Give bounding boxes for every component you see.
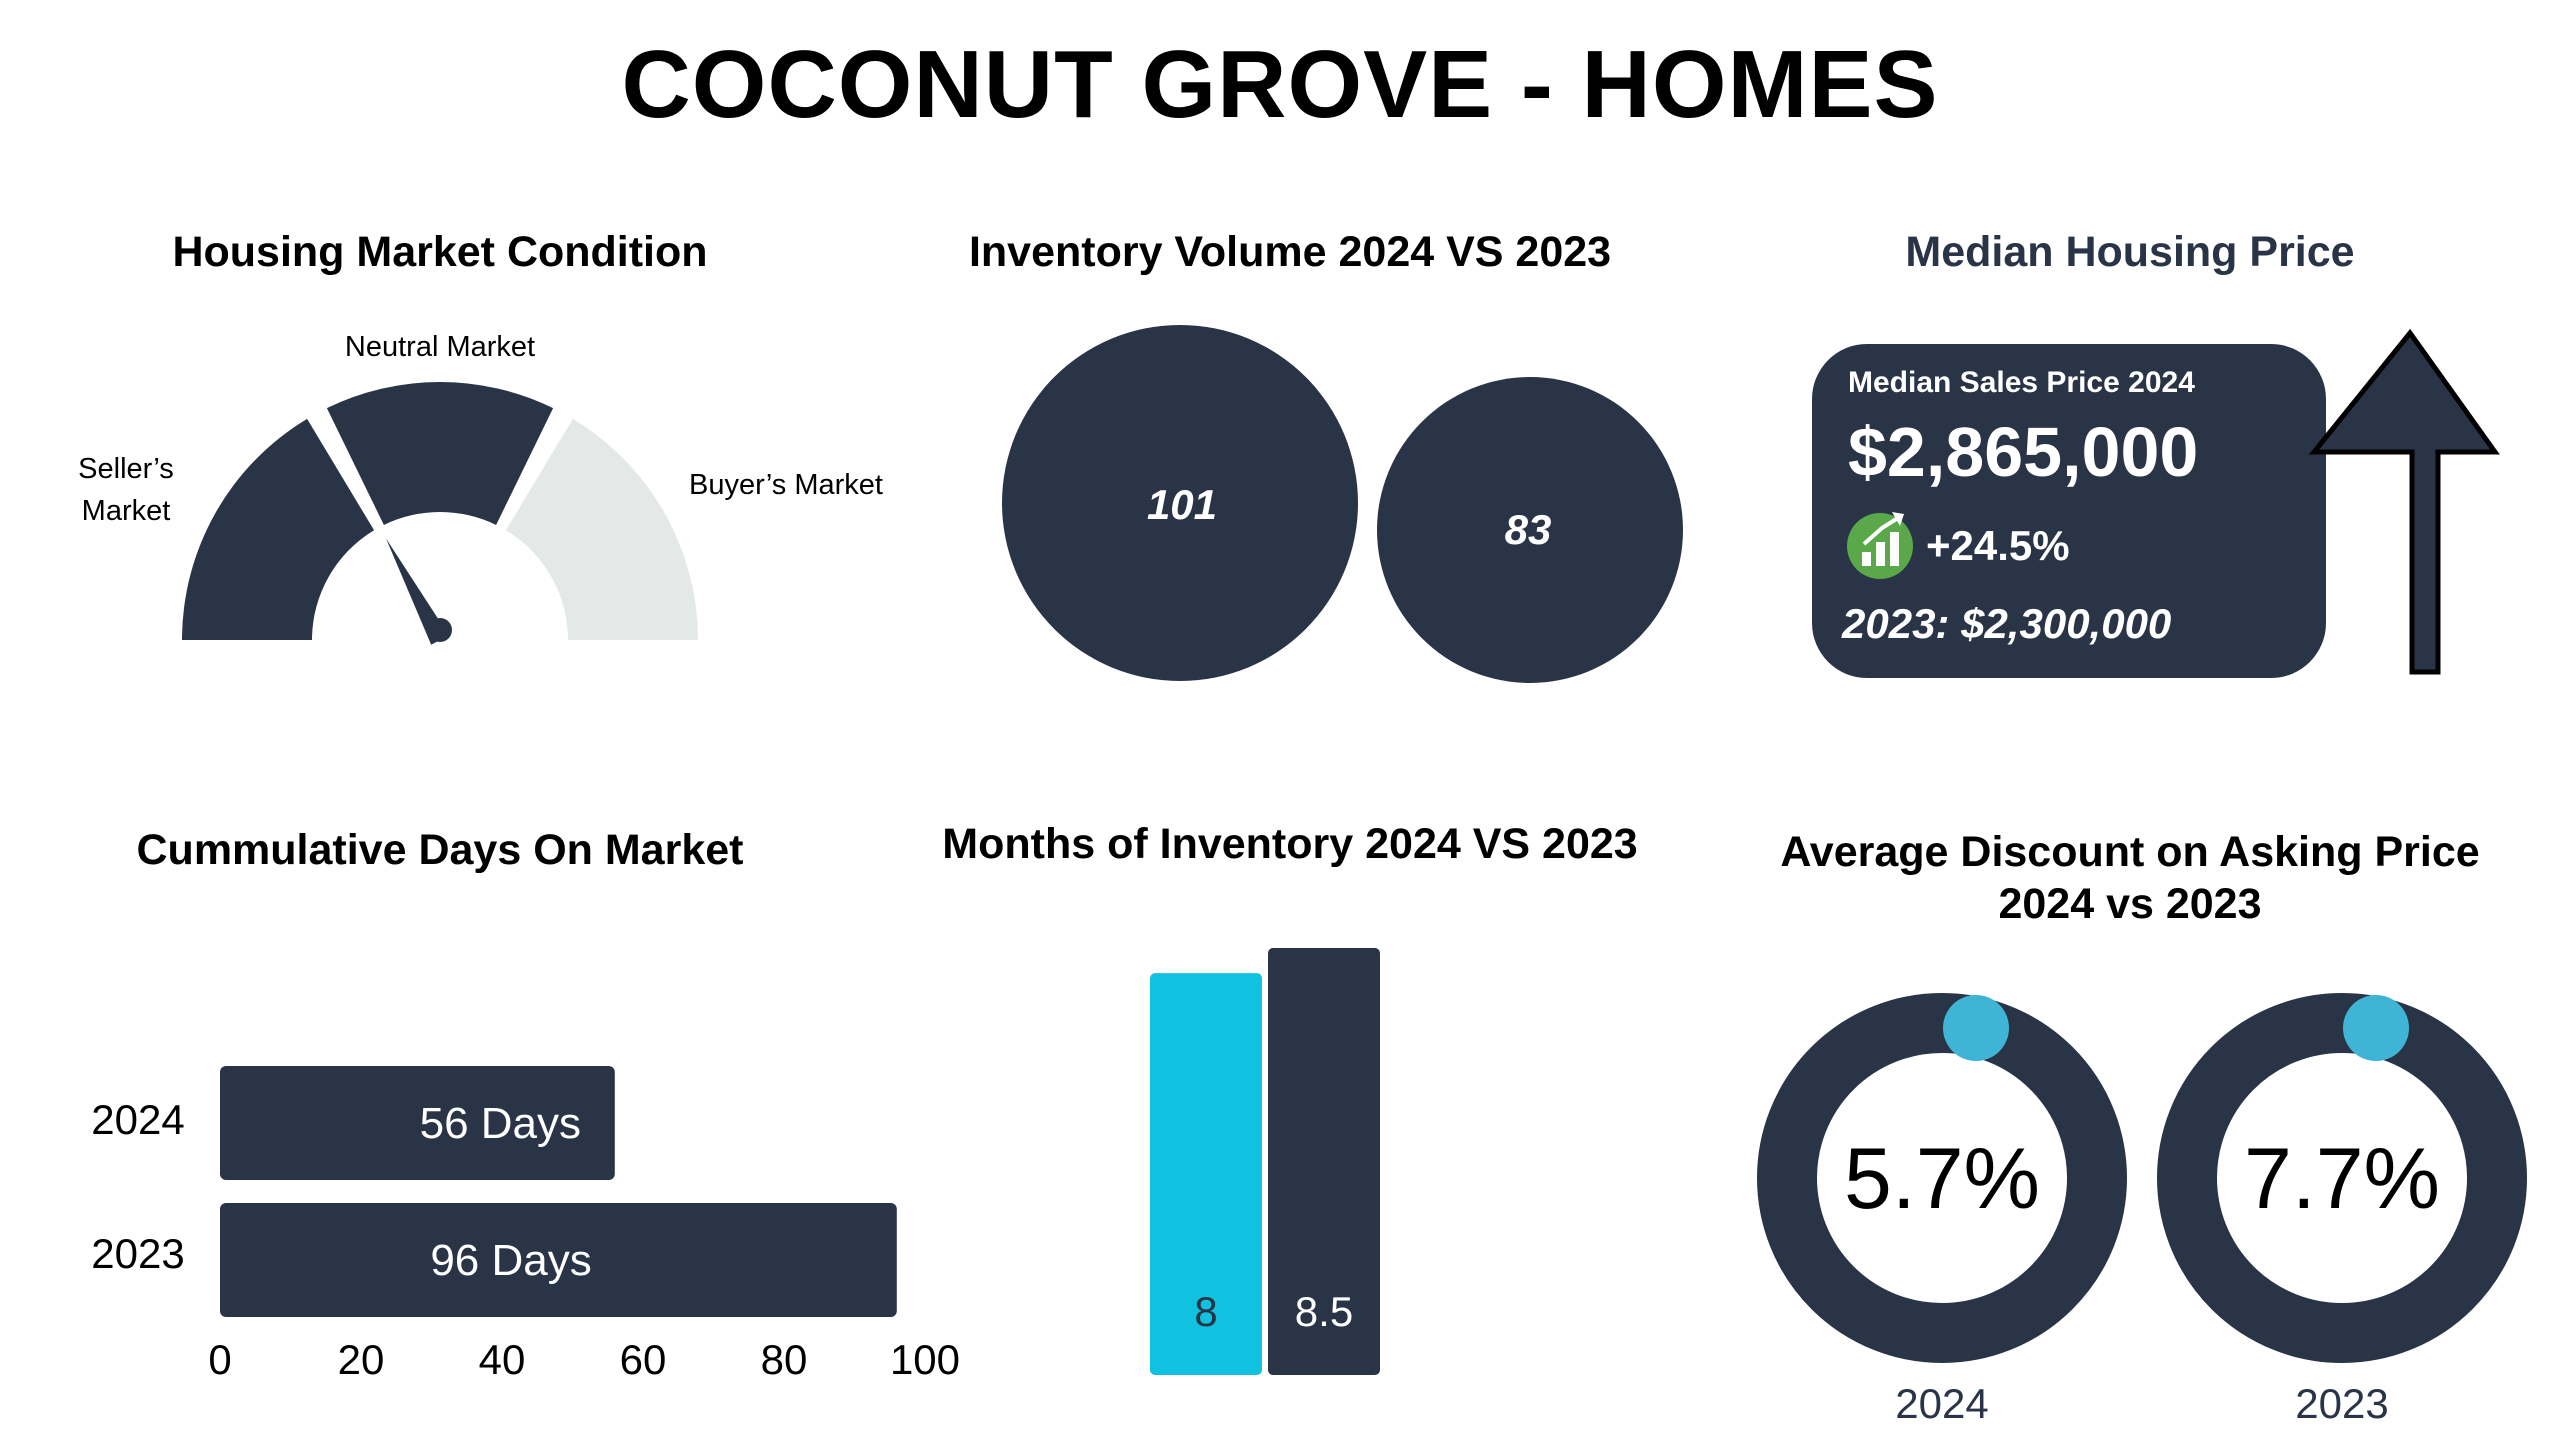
- dom-tick-40: 40: [479, 1336, 526, 1383]
- donut-2023-year: 2023: [2295, 1380, 2388, 1427]
- price-change: +24.5%: [1926, 522, 2070, 569]
- gauge-buyer-segment: [505, 418, 698, 640]
- dom-bar-2023: [220, 1203, 897, 1317]
- bubble-2023: [1377, 377, 1683, 683]
- dom-tick-100: 100: [890, 1336, 960, 1383]
- bubble-2024: [1002, 325, 1358, 681]
- seller-market-label-1: Seller’s: [78, 453, 174, 485]
- dom-tick-20: 20: [338, 1336, 385, 1383]
- dom-bar-2024-label: 56 Days: [420, 1099, 581, 1148]
- gauge-neutral-segment: [326, 382, 554, 525]
- buyer-market-label: Buyer’s Market: [689, 469, 883, 501]
- donut-2024: 5.7% 2024: [1757, 993, 2127, 1427]
- dom-tick-0: 0: [208, 1336, 231, 1383]
- donut-2023: 7.7% 2023: [2157, 993, 2527, 1427]
- donut-2024-ring: [1757, 993, 2127, 1363]
- price-2024: $2,865,000: [1848, 413, 2198, 491]
- bubble-2024-label: 101: [1147, 481, 1217, 528]
- price-card-bg: [1812, 344, 2326, 678]
- gauge-needle: [386, 538, 452, 645]
- donut-2024-marker: [1943, 995, 2009, 1061]
- price-2023: 2023: $2,300,000: [1841, 600, 2171, 647]
- moi-bar-2024: [1150, 973, 1262, 1375]
- donut-2023-ring: [2157, 993, 2527, 1363]
- dom-category-2023: 2023: [91, 1230, 184, 1277]
- dom-category-2024: 2024: [91, 1096, 184, 1143]
- seller-market-label-2: Market: [82, 495, 171, 527]
- moi-bar-2023: [1268, 948, 1380, 1375]
- up-arrow-icon: [2308, 328, 2500, 675]
- donut-2023-marker: [2343, 995, 2409, 1061]
- market-condition-title: Housing Market Condition: [172, 228, 708, 276]
- donut-2023-value: 7.7%: [2244, 1131, 2440, 1227]
- discount-title-line1: Average Discount on Asking Price: [1780, 828, 2480, 876]
- discount-title: Average Discount on Asking Price 2024 vs…: [1730, 826, 2530, 930]
- dom-tick-60: 60: [620, 1336, 667, 1383]
- donut-2024-year: 2024: [1895, 1380, 1988, 1427]
- growth-chart-icon: [1847, 512, 1913, 579]
- moi-bar-2023-label: 8.5: [1295, 1288, 1353, 1335]
- inventory-volume-title: Inventory Volume 2024 VS 2023: [968, 228, 1612, 276]
- price-card-label: Median Sales Price 2024: [1848, 366, 2195, 399]
- gauge-seller-segment: [182, 418, 375, 640]
- moi-bar-2024-label: 8: [1194, 1288, 1217, 1335]
- donut-2024-value: 5.7%: [1844, 1131, 2040, 1227]
- discount-title-line2: 2024 vs 2023: [1998, 880, 2262, 928]
- neutral-market-label: Neutral Market: [345, 331, 535, 363]
- months-inventory-title: Months of Inventory 2024 VS 2023: [942, 820, 1638, 868]
- dom-bar-2024: [220, 1066, 615, 1180]
- dom-tick-80: 80: [761, 1336, 808, 1383]
- page-title: COCONUT GROVE - HOMES: [621, 31, 1939, 138]
- days-on-market-title: Cummulative Days On Market: [136, 826, 744, 874]
- median-price-title: Median Housing Price: [1905, 228, 2355, 276]
- dom-bar-2023-label: 96 Days: [430, 1236, 591, 1285]
- bubble-2023-label: 83: [1505, 506, 1552, 553]
